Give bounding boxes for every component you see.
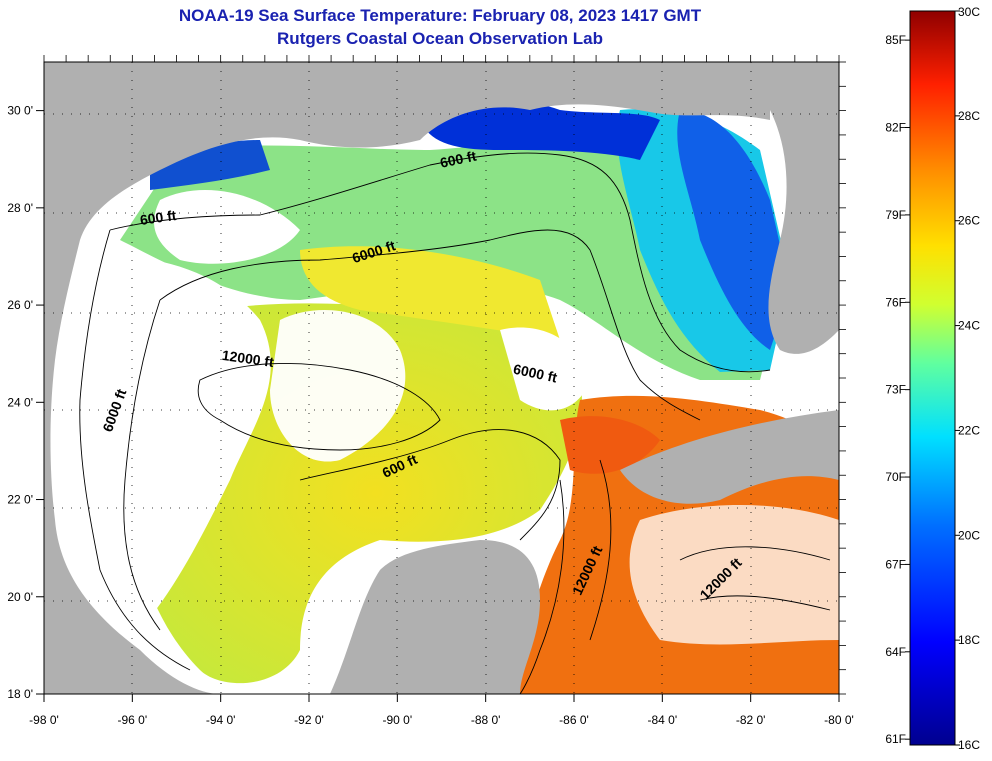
edge-ticks [43,55,846,695]
lon-tick-label: -96 0' [118,713,148,727]
cbar-f-label: 76F [885,295,906,309]
bathymetry-contours [79,152,831,694]
lon-tick-label: -80 0' [824,713,854,727]
lon-tick-label: -88 0' [471,713,501,727]
cbar-f-label: 73F [885,383,906,397]
lon-tick-label: -86 0' [559,713,589,727]
lat-tick-label: 24 0' [7,395,33,409]
lat-tick-label: 20 0' [7,590,33,604]
lat-tick-label: 30 0' [7,104,33,118]
lon-tick-label: -94 0' [206,713,236,727]
cbar-f-label: 82F [885,121,906,135]
cbar-c-label: 30C [958,5,980,19]
longitude-axis: -98 0' -96 0' -94 0' -92 0' -90 0' -88 0' -86 … [29,694,854,727]
lon-tick-label: -98 0' [29,713,59,727]
cbar-f-label: 64F [885,645,906,659]
lon-tick-label: -90 0' [383,713,413,727]
contour-label: 600 ft [439,148,478,171]
cbar-f-label: 79F [885,208,906,222]
colorbar [909,10,956,746]
lat-tick-label: 18 0' [7,687,33,701]
cbar-c-label: 28C [958,109,980,123]
lon-tick-label: -82 0' [736,713,766,727]
cbar-f-label: 70F [885,470,906,484]
cbar-c-label: 22C [958,423,980,437]
map-title: NOAA-19 Sea Surface Temperature: Februar… [178,6,702,25]
cbar-c-label: 16C [958,738,980,752]
map-subtitle: Rutgers Coastal Ocean Observation Lab [277,29,603,48]
lat-tick-label: 28 0' [7,201,33,215]
contour-label: 600 ft [139,207,178,228]
lat-tick-label: 22 0' [7,493,33,507]
cbar-c-label: 20C [958,528,980,542]
cbar-f-label: 61F [885,732,906,746]
colorbar-celsius-labels: 30C 28C 26C 24C 22C 20C 18C 16C [955,5,980,752]
lat-tick-label: 26 0' [7,298,33,312]
colorbar-fahrenheit-labels: 85F 82F 79F 76F 73F 70F 67F 64F 61F [885,33,910,746]
lon-tick-label: -84 0' [648,713,678,727]
cbar-f-label: 67F [885,557,906,571]
cbar-c-label: 18C [958,633,980,647]
lon-tick-label: -92 0' [294,713,324,727]
cbar-c-label: 26C [958,214,980,228]
cbar-f-label: 85F [885,33,906,47]
cbar-c-label: 24C [958,319,980,333]
latitude-axis: 18 0' 20 0' 22 0' 24 0' 26 0' 28 0' 30 0' [7,104,44,701]
graticule [44,62,839,694]
contour-label: 12000 ft [221,347,275,370]
